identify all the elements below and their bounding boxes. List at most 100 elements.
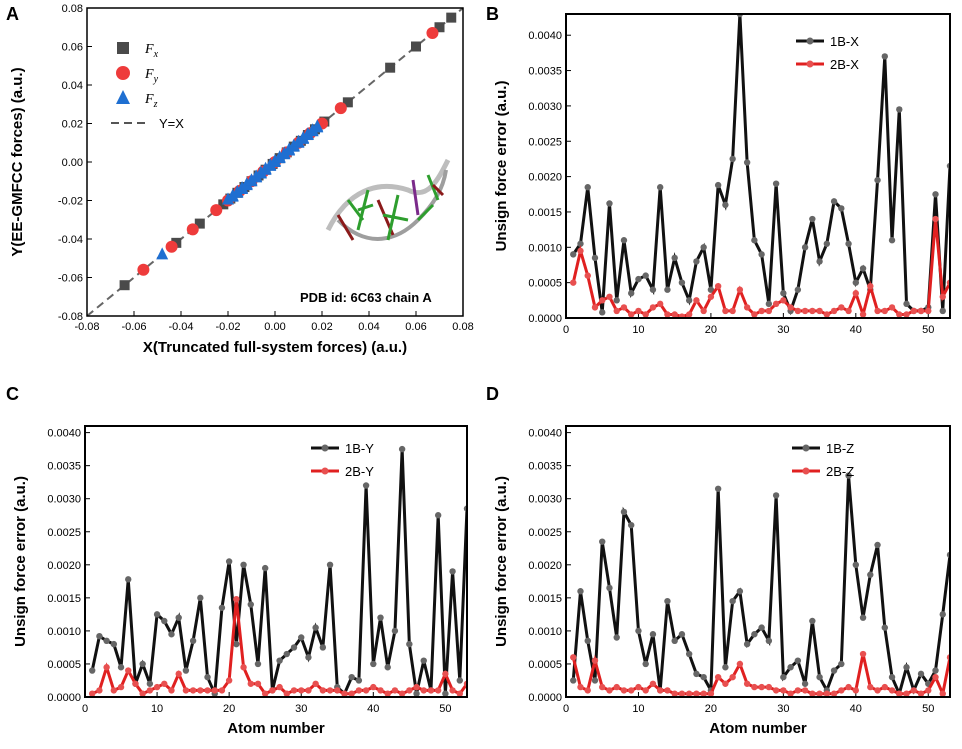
data-point-1b-z bbox=[678, 631, 686, 638]
data-point-1b-y bbox=[420, 657, 427, 664]
data-point-2b-x bbox=[729, 307, 736, 315]
data-point-1b-z bbox=[751, 631, 758, 638]
data-point-2b-z bbox=[584, 687, 591, 694]
y-tick-label: 0.0000 bbox=[47, 692, 81, 704]
data-point-2b-z bbox=[678, 690, 686, 697]
point-fx bbox=[385, 62, 396, 73]
data-point-2b-y bbox=[269, 687, 276, 694]
legend-label: Fy bbox=[144, 67, 159, 85]
data-point-1b-y bbox=[370, 660, 377, 668]
data-point-1b-y bbox=[261, 564, 269, 572]
data-point-1b-z bbox=[830, 667, 838, 674]
data-point-1b-x bbox=[838, 205, 845, 212]
data-point-1b-z bbox=[606, 584, 613, 592]
data-point-1b-z bbox=[838, 660, 845, 668]
base-stick bbox=[411, 179, 420, 216]
data-point-2b-x bbox=[925, 307, 932, 315]
y-tick-label: 0.0030 bbox=[47, 494, 81, 506]
data-point-1b-y bbox=[189, 637, 197, 645]
series-line-1b-z bbox=[571, 475, 950, 697]
y-tick-label: 0.0020 bbox=[528, 560, 562, 572]
data-point-1b-z bbox=[714, 485, 722, 492]
legend-label: 2B-Y bbox=[345, 464, 374, 479]
data-point-2b-y bbox=[334, 687, 341, 694]
data-point-2b-y bbox=[290, 687, 298, 694]
data-point-1b-z bbox=[613, 634, 620, 641]
data-point-2b-x bbox=[881, 307, 888, 315]
point-fy bbox=[334, 102, 347, 115]
data-point-2b-y bbox=[161, 680, 168, 687]
x-tick-label: 40 bbox=[850, 324, 862, 336]
data-point-1b-x bbox=[599, 309, 606, 316]
data-point-1b-y bbox=[305, 654, 312, 661]
data-point-1b-z bbox=[867, 571, 874, 578]
data-point-1b-z bbox=[801, 680, 809, 687]
x-tick-label: 10 bbox=[151, 703, 163, 715]
base-stick bbox=[357, 203, 374, 212]
y-axis-label-a: Y(EE-GMFCC forces) (a.u.) bbox=[9, 67, 26, 256]
y-tick-label: 0.0000 bbox=[528, 692, 562, 704]
data-point-1b-x bbox=[903, 300, 910, 308]
point-fy bbox=[186, 223, 199, 236]
x-tick-label: 0.00 bbox=[264, 321, 285, 333]
x-tick-label: 30 bbox=[295, 703, 307, 715]
data-point-2b-z bbox=[888, 687, 896, 694]
legend-marker-fx bbox=[117, 42, 129, 54]
data-point-1b-y bbox=[110, 640, 118, 648]
data-point-2b-x bbox=[656, 300, 664, 308]
data-point-1b-z bbox=[780, 673, 787, 681]
data-point-1b-z bbox=[649, 631, 657, 638]
point-fy bbox=[426, 27, 439, 40]
y-equals-x-line bbox=[86, 7, 464, 317]
data-point-2b-z bbox=[939, 690, 946, 697]
data-point-2b-y bbox=[298, 687, 305, 694]
data-point-1b-y bbox=[319, 644, 327, 651]
data-point-1b-y bbox=[290, 644, 298, 651]
data-point-2b-z bbox=[917, 690, 925, 697]
data-point-1b-y bbox=[449, 568, 456, 575]
data-point-2b-x bbox=[613, 307, 620, 315]
data-point-2b-z bbox=[809, 690, 816, 697]
data-point-2b-z bbox=[859, 650, 867, 658]
data-point-2b-z bbox=[743, 680, 751, 687]
data-point-2b-x bbox=[816, 307, 823, 315]
data-point-1b-x bbox=[729, 155, 736, 163]
y-tick-label: 0.0025 bbox=[528, 527, 562, 539]
data-point-1b-z bbox=[932, 667, 939, 674]
data-point-1b-y bbox=[348, 673, 355, 681]
y-tick-label: 0.08 bbox=[62, 3, 83, 15]
data-point-1b-z bbox=[809, 617, 816, 625]
data-point-1b-z bbox=[888, 673, 896, 681]
data-point-2b-y bbox=[175, 670, 182, 678]
data-point-2b-x bbox=[707, 293, 715, 300]
molecule-inset-image bbox=[325, 158, 451, 241]
data-point-2b-x bbox=[787, 304, 794, 311]
legend-label: Y=X bbox=[159, 116, 184, 131]
x-tick-label: 0 bbox=[82, 703, 88, 715]
data-point-1b-z bbox=[794, 657, 802, 664]
legend-label: Fx bbox=[144, 42, 159, 60]
data-point-2b-y bbox=[103, 664, 110, 671]
data-point-1b-y bbox=[355, 677, 363, 684]
data-point-2b-y bbox=[218, 687, 226, 694]
data-point-2b-x bbox=[758, 307, 765, 315]
data-point-1b-z bbox=[620, 508, 628, 516]
x-tick-label: 40 bbox=[367, 703, 379, 715]
point-fx bbox=[194, 218, 205, 229]
series-line-1b-y bbox=[90, 449, 467, 697]
y-axis-label-b: Unsign force error (a.u.) bbox=[493, 81, 510, 252]
data-point-1b-x bbox=[823, 240, 831, 247]
data-point-1b-z bbox=[874, 541, 881, 549]
data-point-1b-z bbox=[664, 597, 671, 605]
panel-a: A -0.08 -0.06 -0.04 -0.02 0.00 0.02 0.04 0.06 0.0… bbox=[6, 3, 474, 356]
data-point-2b-x bbox=[577, 247, 584, 255]
y-tick-label: 0.0010 bbox=[528, 626, 562, 638]
data-point-2b-z bbox=[642, 687, 649, 694]
data-point-1b-y bbox=[153, 611, 161, 618]
point-fx bbox=[119, 280, 130, 291]
data-point-2b-y bbox=[456, 690, 463, 697]
series-line-1b-x bbox=[572, 14, 950, 316]
data-point-2b-x bbox=[642, 311, 649, 318]
data-point-1b-x bbox=[570, 251, 577, 258]
data-point-2b-y bbox=[211, 687, 218, 694]
